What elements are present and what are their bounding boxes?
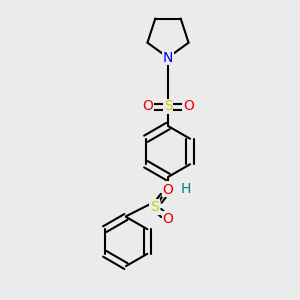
Text: O: O <box>163 212 173 226</box>
Text: S: S <box>164 100 172 113</box>
Text: O: O <box>183 100 194 113</box>
Text: O: O <box>163 183 173 196</box>
Text: H: H <box>180 182 190 196</box>
Text: N: N <box>163 182 173 196</box>
Text: S: S <box>150 200 159 214</box>
Text: N: N <box>163 51 173 64</box>
Text: O: O <box>142 100 153 113</box>
